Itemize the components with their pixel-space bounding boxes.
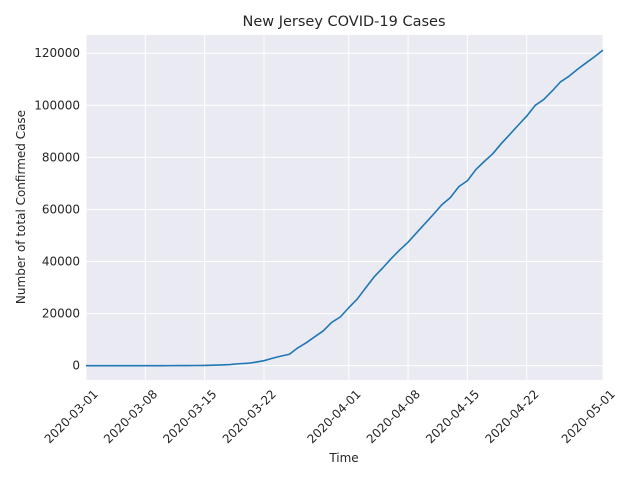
y-tick-label: 60000 <box>42 202 80 216</box>
x-tick-label: 2020-04-15 <box>423 387 482 446</box>
x-axis-label: Time <box>328 451 358 465</box>
x-tick-label: 2020-04-01 <box>304 387 363 446</box>
chart-title: New Jersey COVID-19 Cases <box>242 14 445 30</box>
x-tick-label: 2020-03-08 <box>101 387 160 446</box>
y-tick-label: 120000 <box>34 46 80 60</box>
y-axis-label: Number of total Confirmed Case <box>14 110 28 304</box>
x-tick-label: 2020-03-01 <box>42 387 101 446</box>
x-tick-label: 2020-05-01 <box>559 387 618 446</box>
y-tick-label: 0 <box>72 359 80 373</box>
y-tick-label: 100000 <box>34 98 80 112</box>
series-layer <box>86 49 604 367</box>
x-tick-label: 2020-04-08 <box>364 387 423 446</box>
y-tick-label: 20000 <box>42 307 80 321</box>
x-tick-label: 2020-03-22 <box>220 387 279 446</box>
x-tick-label: 2020-03-15 <box>160 387 219 446</box>
plot-background <box>86 35 603 380</box>
y-tick-label: 40000 <box>42 255 80 269</box>
x-tick-labels: 2020-03-01 2020-03-08 2020-03-15 2020-03-22… <box>42 387 618 446</box>
x-tick-label: 2020-04-22 <box>482 387 541 446</box>
y-tick-label: 80000 <box>42 150 80 164</box>
grid-lines <box>85 35 604 380</box>
series-line <box>86 49 604 367</box>
y-tick-labels: 0 20000 40000 60000 80000 100000 120000 <box>34 46 80 372</box>
